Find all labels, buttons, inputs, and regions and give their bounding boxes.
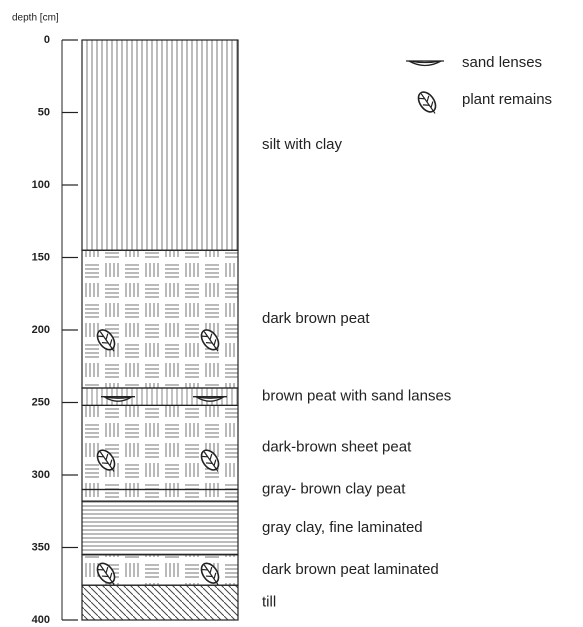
- layer: [82, 40, 238, 250]
- tick-label: 400: [32, 614, 50, 626]
- lens-shape: [409, 61, 441, 66]
- legend-label: plant remains: [462, 91, 552, 108]
- tick-label: 350: [32, 541, 50, 553]
- tick-label: 0: [44, 34, 50, 46]
- legend-label: sand lenses: [462, 54, 542, 71]
- tick-label: 50: [38, 106, 50, 118]
- stratigraphic-column: depth [cm] 0 50 100 150 200 250 300 350 400 silt …: [0, 0, 583, 627]
- layer: [82, 405, 238, 489]
- layer-label: dark brown peat laminated: [262, 561, 439, 578]
- tick-label: 300: [32, 469, 50, 481]
- tick-label: 250: [32, 396, 50, 408]
- layer-label: gray- brown clay peat: [262, 480, 406, 497]
- layer-label: silt with clay: [262, 136, 343, 153]
- layer-label: gray clay, fine laminated: [262, 519, 423, 536]
- layer-label: till: [262, 594, 276, 611]
- lens-icon: [406, 61, 444, 66]
- tick-label: 150: [32, 251, 50, 263]
- plant-icon: [415, 89, 441, 118]
- layer-label: dark brown peat: [262, 310, 370, 327]
- layer-label: brown peat with sand lanses: [262, 388, 451, 405]
- layer: [82, 250, 238, 388]
- layer: [82, 501, 238, 555]
- tick-label: 200: [32, 324, 50, 336]
- layer: [82, 585, 238, 620]
- axis-title: depth [cm]: [12, 13, 59, 24]
- layer: [82, 490, 238, 502]
- tick-label: 100: [32, 179, 50, 191]
- layer-label: dark-brown sheet peat: [262, 438, 412, 455]
